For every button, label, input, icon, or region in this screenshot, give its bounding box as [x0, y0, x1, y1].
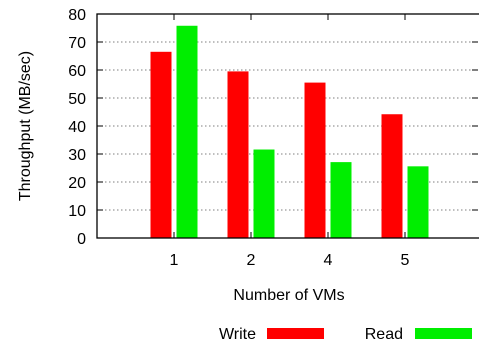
tick-labels: 0 10 20 30 40 50 60 70 80 1 2 4 5 — [68, 7, 409, 269]
y-tick-label: 70 — [68, 35, 86, 52]
bar-write-1 — [150, 51, 172, 238]
y-tick-label: 20 — [68, 175, 86, 192]
y-tick-label: 30 — [68, 147, 86, 164]
x-tick-label: 4 — [324, 252, 333, 269]
bar-read-4 — [330, 162, 352, 238]
legend-label-read: Read — [365, 326, 403, 343]
x-tick-label: 5 — [401, 252, 410, 269]
bar-write-2 — [227, 71, 249, 239]
legend-label-write: Write — [219, 326, 256, 343]
bar-read-1 — [176, 25, 198, 239]
x-axis-label: Number of VMs — [233, 287, 344, 304]
legend-swatch-write — [267, 328, 324, 339]
y-tick-label: 50 — [68, 91, 86, 108]
axis-ticks — [97, 13, 478, 239]
x-tick-label: 1 — [170, 252, 179, 269]
y-tick-label: 40 — [68, 119, 86, 136]
bar-write-4 — [304, 82, 326, 238]
y-tick-label: 60 — [68, 63, 86, 80]
legend: Write Read — [219, 326, 472, 343]
bar-read-2 — [253, 149, 275, 238]
bar-read-5 — [407, 166, 429, 238]
bar-write-5 — [381, 114, 403, 238]
legend-swatch-read — [415, 328, 472, 339]
y-axis-label: Throughput (MB/sec) — [17, 51, 34, 201]
bars — [150, 25, 429, 239]
y-tick-label: 0 — [77, 231, 86, 248]
x-tick-label: 2 — [247, 252, 256, 269]
y-tick-label: 10 — [68, 203, 86, 220]
y-tick-label: 80 — [68, 7, 86, 24]
